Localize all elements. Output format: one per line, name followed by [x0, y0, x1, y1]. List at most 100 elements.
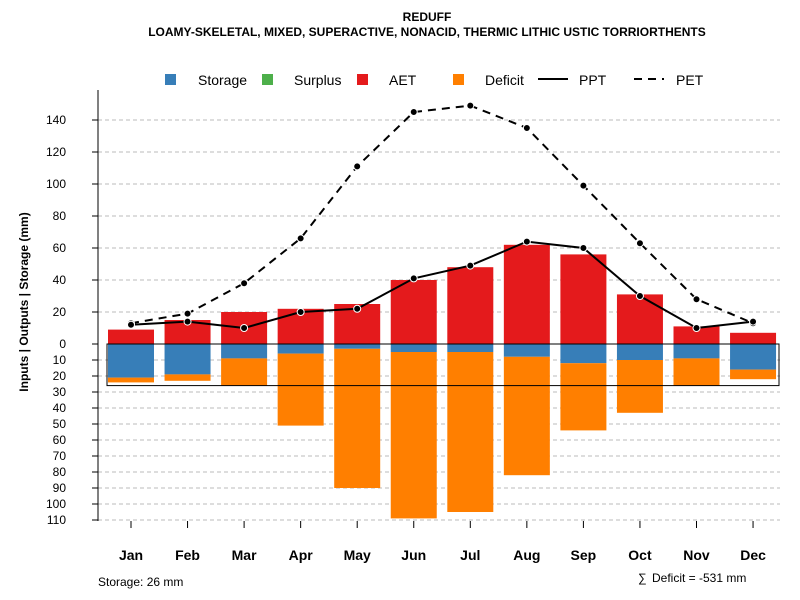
y-tick-label: 110	[47, 513, 66, 527]
line-ppt	[130, 240, 754, 330]
y-tick-label: 100	[46, 497, 66, 511]
point-pet-oct	[635, 239, 644, 248]
y-tick-label: 100	[46, 177, 66, 191]
bar-storage-dec	[730, 344, 777, 370]
bars	[106, 244, 780, 519]
x-tick-label-apr: Apr	[289, 547, 314, 563]
bar-deficit-nov	[673, 358, 720, 386]
legend-label-ppt: PPT	[579, 72, 607, 88]
y-tick-label: 60	[53, 433, 67, 447]
bar-storage-jan	[108, 344, 154, 378]
x-tick-label-feb: Feb	[175, 547, 200, 563]
bar-deficit-jun	[390, 352, 437, 519]
y-tick-label: 70	[53, 449, 67, 463]
y-axis-label: Inputs | Outputs | Storage (mm)	[17, 212, 31, 391]
line-pet	[130, 104, 754, 325]
bar-storage-apr	[277, 344, 324, 354]
bar-deficit-jan	[108, 377, 154, 383]
bar-deficit-feb	[164, 374, 211, 381]
bar-deficit-jul	[447, 352, 494, 512]
y-tick-label: 0	[59, 337, 66, 351]
bar-storage-may	[334, 344, 381, 349]
axes: 0 20 40 60 80 100 120 140 10 20 30 40 50 60 70 80 90 100 1…	[46, 90, 766, 563]
bar-deficit-aug	[503, 356, 550, 476]
x-tick-label-jan: Jan	[119, 547, 143, 563]
y-tick-label: 120	[46, 145, 66, 159]
x-tick-label-jul: Jul	[460, 547, 480, 563]
point-ppt-jan	[127, 320, 135, 329]
point-ppt-may	[353, 304, 362, 313]
point-ppt-sep	[579, 244, 588, 252]
legend-label-aet: AET	[389, 72, 417, 88]
footer-deficit: Deficit = -531 mm	[652, 571, 746, 585]
y-tick-label: 40	[53, 273, 67, 287]
bar-storage-nov	[673, 344, 720, 359]
point-ppt-jun	[409, 274, 418, 283]
bar-aet-aug	[503, 244, 550, 344]
bar-deficit-mar	[221, 358, 268, 386]
bar-storage-jul	[447, 344, 494, 352]
y-tick-label: 140	[46, 113, 66, 127]
point-ppt-jul	[466, 261, 475, 270]
point-ppt-nov	[692, 324, 701, 332]
point-pet-nov	[692, 295, 701, 304]
y-tick-label: 90	[53, 481, 67, 495]
footer-storage: Storage: 26 mm	[98, 575, 183, 589]
point-pet-jul	[466, 101, 475, 110]
footer-sum-icon: ∑	[638, 571, 647, 585]
point-ppt-mar	[240, 324, 249, 332]
legend-label-deficit: Deficit	[485, 72, 524, 88]
x-tick-label-mar: Mar	[232, 547, 257, 563]
y-tick-label: 80	[53, 465, 67, 479]
bar-storage-jun	[390, 344, 437, 352]
bar-aet-jun	[390, 280, 437, 344]
bar-deficit-apr	[277, 353, 324, 426]
y-tick-label: 40	[53, 401, 67, 415]
point-pet-may	[353, 162, 362, 171]
bar-storage-sep	[560, 344, 607, 364]
legend-swatch-deficit	[453, 74, 464, 85]
point-ppt-dec	[749, 317, 758, 326]
legend-label-surplus: Surplus	[294, 72, 341, 88]
legend-label-storage: Storage	[198, 72, 247, 88]
bar-aet-sep	[560, 254, 607, 344]
y-tick-label: 30	[53, 385, 67, 399]
bar-aet-jul	[447, 267, 494, 344]
chart-title: REDUFF	[403, 10, 452, 24]
point-pet-mar	[240, 279, 249, 288]
x-tick-label-oct: Oct	[628, 547, 652, 563]
point-pet-jun	[409, 108, 418, 116]
point-pet-sep	[579, 181, 588, 190]
bar-aet-oct	[616, 294, 663, 344]
legend: Storage Surplus AET Deficit PPT PET	[165, 72, 704, 88]
bar-aet-dec	[730, 332, 777, 344]
bar-storage-aug	[503, 344, 550, 357]
x-tick-label-sep: Sep	[571, 547, 597, 563]
point-pet-aug	[522, 124, 531, 132]
y-tick-label: 50	[53, 417, 67, 431]
bar-deficit-dec	[730, 369, 777, 380]
bar-storage-oct	[616, 344, 663, 360]
bar-storage-mar	[221, 344, 268, 359]
x-tick-label-jun: Jun	[401, 547, 426, 563]
point-ppt-feb	[183, 317, 192, 326]
bar-deficit-may	[334, 348, 381, 488]
series-lines	[127, 101, 758, 332]
point-ppt-oct	[635, 292, 644, 300]
y-tick-label: 60	[53, 241, 67, 255]
y-tick-label: 10	[53, 353, 67, 367]
y-tick-label: 20	[53, 305, 67, 319]
bar-aet-jan	[108, 329, 154, 344]
y-tick-label: 80	[53, 209, 67, 223]
point-pet-feb	[183, 309, 192, 318]
legend-swatch-surplus	[262, 74, 273, 85]
y-tick-label: 20	[53, 369, 67, 383]
legend-swatch-aet	[357, 74, 368, 85]
bar-storage-feb	[164, 344, 211, 375]
x-tick-label-may: May	[344, 547, 371, 563]
bar-deficit-sep	[560, 363, 607, 431]
chart-subtitle: LOAMY-SKELETAL, MIXED, SUPERACTIVE, NONA…	[148, 25, 706, 39]
point-ppt-aug	[522, 237, 531, 246]
bar-deficit-oct	[616, 360, 663, 413]
